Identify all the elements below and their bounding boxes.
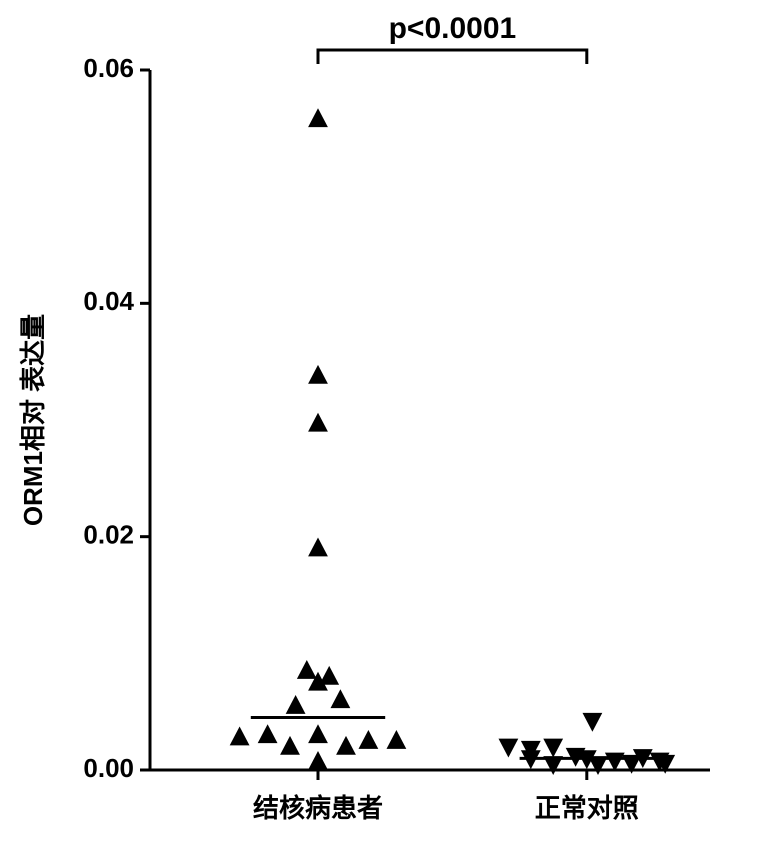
x-category-label: 正常对照 [535, 793, 639, 823]
y-tick-label: 0.04 [83, 286, 134, 316]
y-axis-label: ORM1相对 表达量 [18, 314, 48, 526]
y-tick-label: 0.06 [83, 53, 134, 83]
x-category-label: 结核病患者 [253, 793, 383, 823]
scatter-dot-plot: 0.00 0.02 0.04 0.06 ORM1相对 表达量结核病患者 正常对照 p<0.0… [0, 0, 770, 848]
p-value-label: p<0.0001 [389, 12, 517, 45]
y-tick-label: 0.02 [83, 520, 134, 550]
y-tick-label: 0.00 [83, 753, 134, 783]
